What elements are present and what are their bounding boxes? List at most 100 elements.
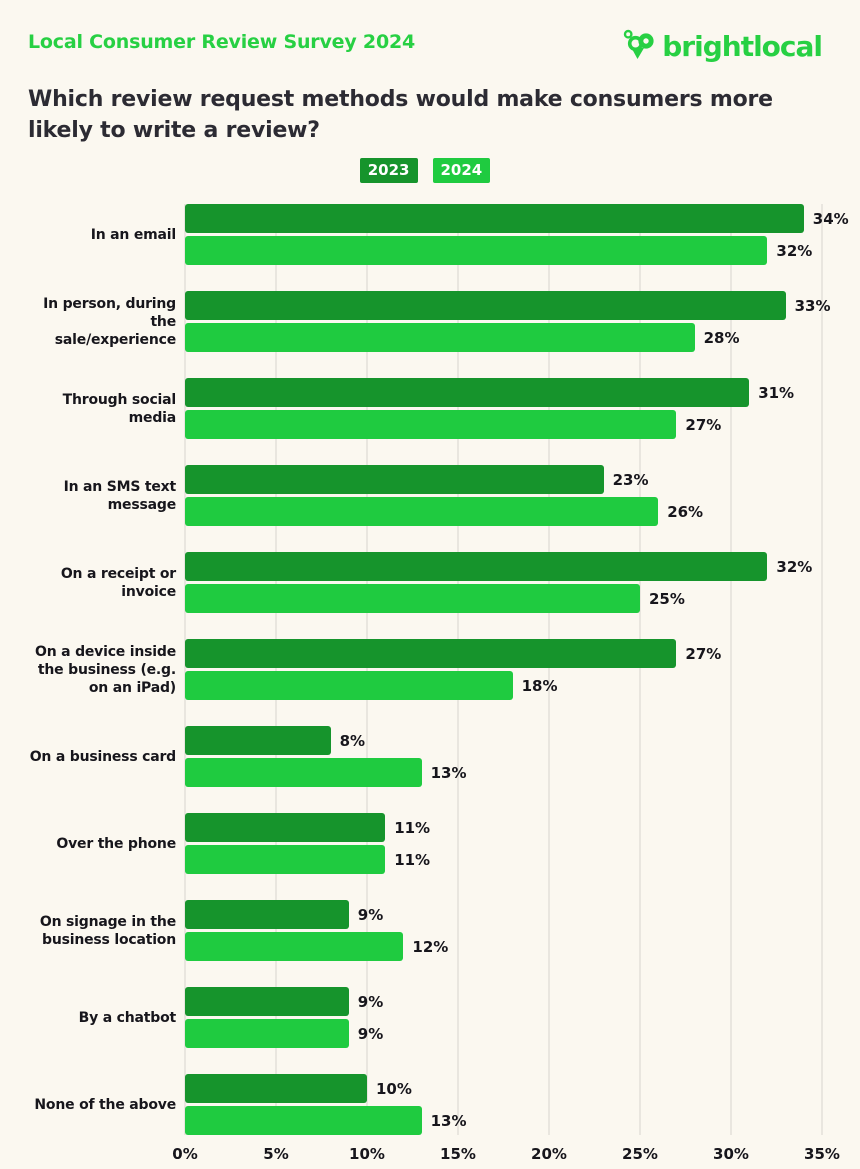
axis-tick-label: 20% bbox=[531, 1145, 567, 1163]
header: Local Consumer Review Survey 2024 bright… bbox=[28, 26, 823, 66]
bar-value-label: 13% bbox=[430, 1111, 467, 1130]
bar-value-label: 11% bbox=[394, 818, 431, 837]
bar-groups: In an email 34% 32% In person, during the s… bbox=[28, 204, 849, 1135]
brightlocal-logo: brightlocal bbox=[622, 26, 823, 66]
category-label: By a chatbot bbox=[78, 1009, 177, 1026]
bar-pair: 34% 32% bbox=[185, 204, 849, 265]
bar-row-2023: 9% bbox=[185, 900, 822, 929]
legend-badge-2023: 2023 bbox=[359, 158, 418, 183]
bar-pair: 8% 13% bbox=[185, 726, 822, 787]
bar-row-2024: 26% bbox=[185, 497, 822, 526]
category-label: On a business card bbox=[29, 748, 176, 765]
bar-pair: 27% 18% bbox=[185, 639, 822, 700]
bar-2023 bbox=[185, 987, 349, 1016]
bar-row-2023: 31% bbox=[185, 378, 822, 407]
category-label: On signage in the business location bbox=[39, 913, 176, 948]
bar-group: On a receipt or invoice 32% 25% bbox=[28, 552, 822, 613]
category-label: Through social media bbox=[62, 391, 177, 426]
gridline-5% bbox=[275, 204, 277, 1135]
bar-group: By a chatbot 9% 9% bbox=[28, 987, 822, 1048]
bar-row-2023: 9% bbox=[185, 987, 822, 1016]
bar-2023 bbox=[185, 900, 349, 929]
bar-row-2024: 13% bbox=[185, 758, 822, 787]
bar-group: In person, during the sale/experience 33%… bbox=[28, 291, 831, 352]
bar-2024 bbox=[185, 323, 695, 352]
bar-chart: In an email 34% 32% In person, during the s… bbox=[28, 204, 849, 1169]
gridline-10% bbox=[366, 204, 368, 1135]
axis-tick-label: 35% bbox=[804, 1145, 840, 1163]
bar-value-label: 23% bbox=[612, 470, 649, 489]
logo-text: brightlocal bbox=[662, 29, 823, 63]
bar-row-2024: 25% bbox=[185, 584, 822, 613]
bar-row-2023: 33% bbox=[185, 291, 831, 320]
gridline-35% bbox=[821, 204, 823, 1135]
bar-value-label: 25% bbox=[649, 589, 685, 608]
bar-value-label: 12% bbox=[412, 937, 449, 956]
bar-row-2023: 34% bbox=[185, 204, 849, 233]
bar-group: On a device inside the business (e.g. on… bbox=[28, 639, 822, 700]
bar-2023 bbox=[185, 204, 804, 233]
bar-2024 bbox=[185, 1106, 422, 1135]
gridline-0% bbox=[184, 204, 186, 1135]
bar-row-2023: 23% bbox=[185, 465, 822, 494]
axis-tick-label: 10% bbox=[349, 1145, 385, 1163]
axis-tick-label: 30% bbox=[713, 1145, 749, 1163]
bar-2023 bbox=[185, 465, 604, 494]
bar-2024 bbox=[185, 845, 386, 874]
bar-2024 bbox=[185, 410, 677, 439]
bar-value-label: 26% bbox=[667, 502, 704, 521]
bar-group: Over the phone 11% 11% bbox=[28, 813, 822, 874]
bar-value-label: 27% bbox=[685, 644, 722, 663]
bar-row-2024: 27% bbox=[185, 410, 822, 439]
bar-row-2023: 32% bbox=[185, 552, 822, 581]
bar-2023 bbox=[185, 378, 750, 407]
bar-value-label: 13% bbox=[430, 763, 467, 782]
bar-2024 bbox=[185, 236, 768, 265]
bar-value-label: 33% bbox=[794, 296, 831, 315]
bar-value-label: 9% bbox=[357, 992, 384, 1011]
bar-2024 bbox=[185, 584, 640, 613]
category-label: In an SMS text message bbox=[63, 478, 177, 513]
bar-2023 bbox=[185, 726, 331, 755]
bar-value-label: 9% bbox=[357, 905, 384, 924]
axis-tick-label: 25% bbox=[622, 1145, 658, 1163]
category-label: Over the phone bbox=[56, 835, 176, 852]
brightlocal-pin-icon bbox=[622, 26, 658, 66]
bar-2024 bbox=[185, 932, 404, 961]
bar-2024 bbox=[185, 671, 513, 700]
bar-value-label: 28% bbox=[703, 328, 740, 347]
bar-2023 bbox=[185, 552, 768, 581]
x-axis: 0% 5% 10% 15% 20% 25% 30% 35% bbox=[172, 1139, 840, 1169]
bar-value-label: 10% bbox=[376, 1079, 412, 1098]
bar-row-2023: 8% bbox=[185, 726, 822, 755]
bar-row-2024: 9% bbox=[185, 1019, 822, 1048]
bar-2023 bbox=[185, 291, 786, 320]
bar-2024 bbox=[185, 497, 659, 526]
bar-row-2024: 28% bbox=[185, 323, 822, 352]
bar-row-2023: 11% bbox=[185, 813, 822, 842]
bar-value-label: 18% bbox=[521, 676, 558, 695]
bar-row-2024: 18% bbox=[185, 671, 822, 700]
category-label: None of the above bbox=[34, 1096, 176, 1113]
bar-pair: 9% 9% bbox=[185, 987, 822, 1048]
gridline-30% bbox=[730, 204, 732, 1135]
bar-group: On a business card 8% 13% bbox=[28, 726, 822, 787]
bar-group: On signage in the business location 9% 12% bbox=[28, 900, 822, 961]
category-label: On a device inside the business (e.g. on… bbox=[35, 643, 176, 696]
bar-2024 bbox=[185, 1019, 349, 1048]
category-label: On a receipt or invoice bbox=[60, 565, 176, 600]
bar-row-2024: 12% bbox=[185, 932, 822, 961]
gridline-25% bbox=[639, 204, 641, 1135]
bar-value-label: 32% bbox=[776, 241, 813, 260]
bar-pair: 32% 25% bbox=[185, 552, 822, 613]
grid bbox=[184, 204, 823, 1135]
bar-group: In an email 34% 32% bbox=[28, 204, 849, 265]
bar-2023 bbox=[185, 813, 386, 842]
bar-value-label: 11% bbox=[394, 850, 431, 869]
bar-pair: 33% 28% bbox=[185, 291, 831, 352]
legend-badge-2024: 2024 bbox=[432, 158, 491, 183]
bar-value-label: 32% bbox=[776, 557, 813, 576]
bar-value-label: 34% bbox=[812, 209, 849, 228]
gridline-15% bbox=[457, 204, 459, 1135]
